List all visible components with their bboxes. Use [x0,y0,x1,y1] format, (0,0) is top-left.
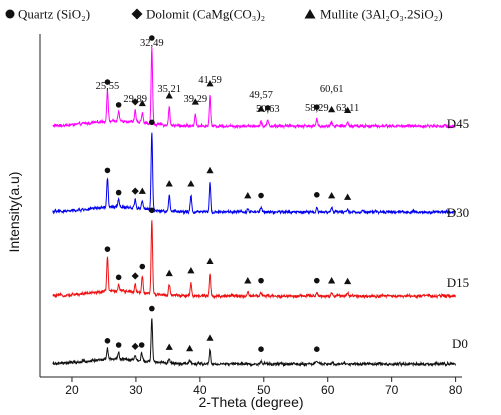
quartz-peak-marker [258,346,264,353]
quartz-peak-marker [313,192,320,198]
quartz-peak-marker [265,105,271,111]
x-tick-label: 40 [193,383,207,397]
diamond-marker-icon [131,8,143,20]
mullite-peak-marker [206,257,214,265]
peak-value-label: 39,29 [183,94,207,105]
x-tick-label: 50 [257,383,271,397]
quartz-peak-marker [138,342,145,348]
x-tick-label: 70 [385,383,399,397]
peak-value-label: 63,11 [336,103,359,114]
mullite-peak-marker [206,80,214,87]
mullite-peak-marker [165,92,173,99]
quartz-peak-marker [313,104,320,110]
dolomit-peak-marker [131,98,139,106]
dolomit-peak-marker [131,187,139,195]
quartz-peak-marker [115,342,122,348]
dolomit-peak-marker [131,272,139,280]
mullite-peak-marker [344,277,352,285]
series-layer [52,47,457,368]
peak-value-label: 60,61 [320,84,344,95]
mullite-peak-marker [191,98,199,105]
mullite-peak-marker [187,267,195,274]
quartz-peak-marker [115,102,122,108]
legend: Quartz (SiO₂) Dolomit (CaMg(CO₃)₂ Mullit… [5,7,443,22]
peak-value-label: 35,21 [157,84,181,95]
x-tick-label: 30 [129,383,143,397]
series-line-d0 [52,318,457,368]
quartz-peak-marker [115,189,122,196]
mullite-peak-marker [206,334,214,341]
mullite-peak-marker [165,180,173,187]
series-label-d15: D15 [447,275,469,290]
series-label-d45: D45 [447,116,469,131]
quartz-peak-marker [104,167,111,174]
triangle-marker-icon [304,9,316,19]
peak-value-label: 32,49 [140,38,164,49]
mullite-peak-marker [344,193,352,200]
circle-marker-icon [5,9,15,19]
dolomit-peak-marker [131,342,139,350]
x-tick-label: 20 [65,383,79,397]
mullite-peak-marker [244,277,252,284]
x-ticks: 20 30 40 50 60 70 80 [65,377,463,397]
marker-layer [104,35,352,353]
series-labels: D45 D30 D15 D0 [447,116,469,351]
mullite-peak-marker [328,105,336,113]
legend-label-dolomit: Dolomit (CaMg(CO₃)₂ [146,7,265,22]
quartz-peak-marker [313,346,320,353]
legend-item-quartz: Quartz (SiO₂) [5,7,90,22]
mullite-peak-marker [138,99,146,107]
legend-label-quartz: Quartz (SiO₂) [18,7,90,22]
mullite-peak-marker [165,269,173,277]
peak-value-label: 25,55 [96,81,120,92]
mullite-peak-marker [244,191,252,199]
mullite-peak-marker [328,277,336,284]
y-axis-title: Intensity(a.u) [6,172,22,253]
quartz-peak-marker [104,79,111,85]
peak-value-label: 50,63 [256,104,280,115]
peak-value-label: 29,89 [123,94,147,105]
quartz-peak-marker [258,277,264,284]
peak-value-label: 49,57 [249,90,273,101]
mullite-peak-marker [186,344,194,352]
mullite-peak-marker [257,105,265,112]
x-tick-label: 60 [321,383,335,397]
quartz-peak-marker [149,119,155,126]
peak-value-label: 41,59 [198,75,222,86]
legend-item-dolomit: Dolomit (CaMg(CO₃)₂ [131,7,265,22]
mullite-peak-marker [206,166,214,174]
x-tick-label: 80 [449,383,463,397]
peak-value-label: 58,29 [305,103,329,114]
mullite-peak-marker [344,106,352,113]
quartz-peak-marker [258,192,264,199]
quartz-peak-marker [104,246,111,252]
series-label-d0: D0 [452,336,468,351]
series-line-d45 [52,47,457,130]
quartz-peak-marker [115,274,122,281]
mullite-peak-marker [138,187,146,194]
legend-label-mullite: Mullite (3Al₂O₃.2SiO₂) [320,7,443,22]
mullite-peak-marker [165,343,173,350]
quartz-peak-marker [104,338,111,344]
quartz-peak-marker [149,305,155,312]
mullite-peak-marker [328,191,336,199]
quartz-peak-marker [149,207,155,214]
legend-item-mullite: Mullite (3Al₂O₃.2SiO₂) [304,7,443,22]
series-line-d15 [52,220,456,300]
quartz-peak-marker [149,35,155,41]
series-line-d30 [52,132,457,216]
quartz-peak-marker [313,277,320,284]
series-label-d30: D30 [447,205,469,220]
mullite-peak-marker [187,180,195,187]
x-axis-title: 2-Theta (degree) [198,394,303,410]
quartz-peak-marker [139,263,146,270]
